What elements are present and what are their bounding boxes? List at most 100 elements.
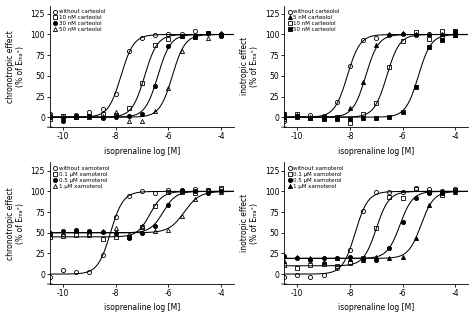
Line: 50 nM carteolol: 50 nM carteolol	[282, 29, 457, 121]
Y-axis label: chronotropic effect
(% of Eₘₐˣ): chronotropic effect (% of Eₘₐˣ)	[6, 187, 25, 259]
10 nM carteolol	[360, 112, 366, 116]
Line: 0.5 μM xamoterol: 0.5 μM xamoterol	[48, 188, 223, 240]
0.5 μM xamoterol	[308, 258, 313, 261]
0.1 μM xamoterol	[400, 196, 405, 200]
0.5 μM xamoterol	[413, 196, 419, 199]
without carteolol	[400, 32, 405, 36]
without xamoterol	[400, 190, 405, 194]
0.1 μM xamoterol	[387, 195, 392, 199]
Legend: without xamoterol, 0.1 μM xamoterol, 0.5 μM xamoterol, 1 μM xamoterol: without xamoterol, 0.1 μM xamoterol, 0.5…	[53, 165, 110, 190]
5 nM carteolol	[281, 115, 287, 119]
10 nM carteolol	[205, 31, 211, 35]
without xamoterol	[387, 190, 392, 194]
1 μM xamoterol	[205, 188, 211, 192]
without carteolol	[205, 31, 211, 35]
without xamoterol	[87, 270, 92, 273]
0.1 μM xamoterol	[452, 188, 458, 192]
without carteolol	[308, 113, 313, 116]
10 nM carteolol	[113, 113, 118, 117]
without xamoterol	[308, 275, 313, 279]
10 nM carteolol	[73, 115, 79, 119]
1 μM xamoterol	[192, 197, 198, 200]
0.1 μM xamoterol	[100, 237, 105, 241]
0.1 μM xamoterol	[60, 234, 66, 238]
without carteolol	[47, 112, 53, 115]
50 nM carteolol	[218, 31, 224, 35]
X-axis label: isoprenaline log [M]: isoprenaline log [M]	[338, 147, 414, 156]
0.5 μM xamoterol	[360, 257, 366, 261]
without xamoterol	[60, 268, 66, 272]
0.5 μM xamoterol	[400, 220, 405, 224]
X-axis label: isoprenaline log [M]: isoprenaline log [M]	[104, 147, 180, 156]
10 nM carteolol	[179, 34, 184, 38]
1 μM xamoterol	[47, 232, 53, 236]
10 nM carteolol	[374, 101, 379, 105]
0.5 μM xamoterol	[152, 224, 158, 227]
without xamoterol	[426, 187, 432, 191]
without xamoterol	[47, 275, 53, 279]
Line: 10 nM carteolol: 10 nM carteolol	[282, 29, 457, 125]
without carteolol	[413, 33, 419, 37]
50 nM carteolol	[308, 116, 313, 120]
1 μM xamoterol	[139, 224, 145, 228]
without xamoterol	[179, 189, 184, 193]
without xamoterol	[374, 190, 379, 194]
10 nM carteolol	[165, 37, 171, 40]
without carteolol	[334, 100, 339, 104]
10 nM carteolol	[387, 65, 392, 69]
without carteolol	[126, 49, 132, 53]
0.5 μM xamoterol	[113, 231, 118, 235]
5 nM carteolol	[294, 113, 300, 117]
0.5 μM xamoterol	[452, 190, 458, 193]
1 μM xamoterol	[334, 256, 339, 259]
Line: 10 nM carteolol: 10 nM carteolol	[48, 31, 223, 121]
10 nM carteolol	[87, 114, 92, 118]
1 μM xamoterol	[60, 232, 66, 235]
without carteolol	[60, 114, 66, 118]
30 nM carteolol	[100, 116, 105, 120]
without carteolol	[426, 32, 432, 36]
without carteolol	[347, 65, 353, 68]
5 nM carteolol	[347, 107, 353, 110]
50 nM carteolol	[165, 86, 171, 90]
without xamoterol	[126, 194, 132, 198]
without carteolol	[179, 32, 184, 36]
50 nM carteolol	[452, 29, 458, 33]
0.5 μM xamoterol	[374, 258, 379, 262]
10 nM carteolol	[100, 112, 105, 116]
Line: 50 nM carteolol: 50 nM carteolol	[48, 31, 223, 124]
1 μM xamoterol	[308, 256, 313, 260]
50 nM carteolol	[113, 110, 118, 114]
50 nM carteolol	[281, 112, 287, 116]
without carteolol	[139, 36, 145, 40]
1 μM xamoterol	[347, 258, 353, 261]
1 μM xamoterol	[100, 229, 105, 233]
without carteolol	[192, 30, 198, 33]
50 nM carteolol	[413, 85, 419, 89]
50 nM carteolol	[426, 45, 432, 49]
without carteolol	[321, 114, 327, 118]
without carteolol	[165, 32, 171, 36]
0.5 μM xamoterol	[87, 229, 92, 233]
50 nM carteolol	[152, 109, 158, 113]
0.1 μM xamoterol	[126, 235, 132, 238]
0.5 μM xamoterol	[179, 188, 184, 192]
without xamoterol	[113, 215, 118, 218]
50 nM carteolol	[360, 116, 366, 120]
1 μM xamoterol	[400, 256, 405, 259]
1 μM xamoterol	[360, 258, 366, 262]
without xamoterol	[152, 191, 158, 195]
without carteolol	[374, 36, 379, 39]
10 nM carteolol	[439, 30, 445, 33]
0.5 μM xamoterol	[387, 246, 392, 250]
without xamoterol	[321, 273, 327, 277]
0.1 μM xamoterol	[192, 191, 198, 195]
0.5 μM xamoterol	[192, 189, 198, 193]
without xamoterol	[452, 187, 458, 191]
0.5 μM xamoterol	[139, 231, 145, 234]
10 nM carteolol	[400, 39, 405, 43]
without xamoterol	[165, 188, 171, 192]
without xamoterol	[347, 248, 353, 252]
0.5 μM xamoterol	[334, 256, 339, 260]
without carteolol	[387, 33, 392, 37]
